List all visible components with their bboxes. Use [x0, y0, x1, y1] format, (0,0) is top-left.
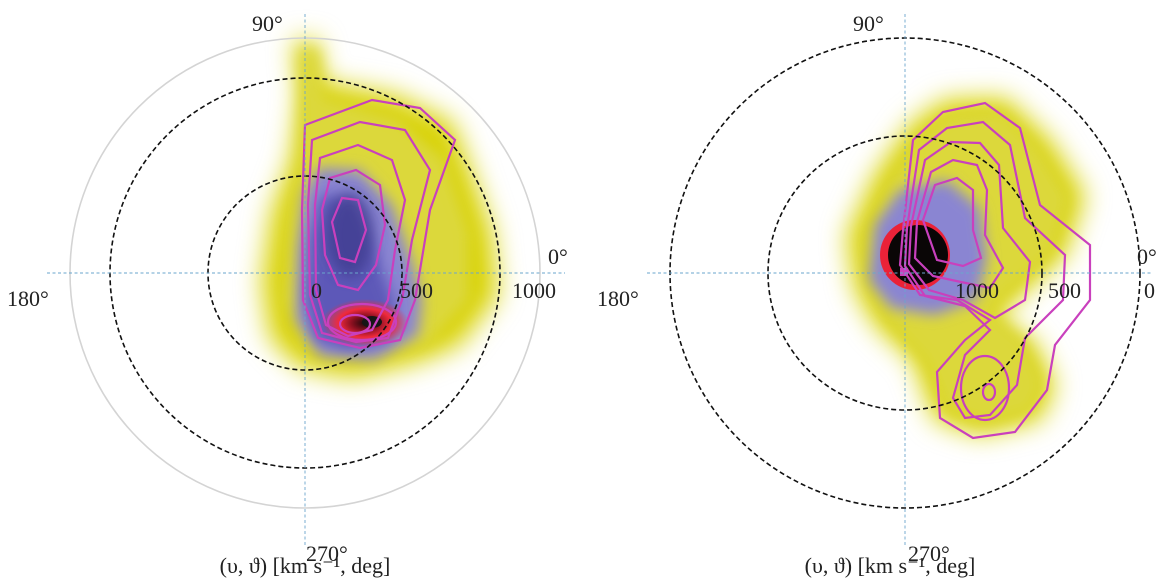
density-map [847, 98, 1085, 435]
contour-lines [300, 98, 457, 350]
contour-secondary-outer [959, 354, 1011, 422]
radial-tick-0: 0 [311, 278, 322, 303]
density-upper-lobe [326, 193, 374, 277]
radial-tick-1000: 1000 [955, 278, 999, 303]
contour-secondary-inner [981, 382, 997, 402]
radial-tick-1000: 1000 [512, 278, 556, 303]
radial-tick-0: 0 [1144, 278, 1155, 303]
polar-plot-left-canvas: 90° 0° 180° 270° 0 500 1000 (υ, ϑ) [km s… [7, 11, 568, 578]
contour-peak-outer [326, 302, 398, 342]
polar-plot-right: 90° 0° 180° 270° 1000 500 0 (υ, ϑ) [km s… [585, 0, 1170, 580]
contour-level-5 [330, 196, 368, 264]
angle-label-90: 90° [853, 11, 884, 36]
angle-label-180: 180° [7, 286, 49, 311]
angle-label-270: 270° [908, 541, 950, 566]
x-axis-label: (υ, ϑ) [km s⁻¹, deg] [805, 553, 976, 578]
contour-level-1 [300, 98, 457, 350]
contour-level-3 [313, 143, 407, 338]
radial-tick-500: 500 [1048, 278, 1081, 303]
reference-circle-inner [767, 135, 1043, 411]
contour-level-2 [306, 120, 432, 344]
radial-tick-500: 500 [400, 278, 433, 303]
angle-label-0: 0° [548, 244, 568, 269]
angle-label-90: 90° [252, 11, 283, 36]
polar-plot-left: 90° 0° 180° 270° 0 500 1000 (υ, ϑ) [km s… [7, 11, 568, 578]
contour-level-1 [898, 101, 1092, 440]
angle-label-0: 0° [1137, 244, 1157, 269]
x-axis-label: (υ, ϑ) [km s⁻¹, deg] [220, 553, 391, 578]
angle-label-270: 270° [306, 541, 348, 566]
contour-level-3 [907, 140, 1032, 320]
density-map [262, 40, 498, 378]
contour-peak-inner [338, 313, 372, 335]
contour-level-4 [320, 168, 387, 292]
contour-level-2 [903, 120, 1067, 420]
angle-label-180: 180° [597, 286, 639, 311]
contour-level-5 [921, 176, 983, 268]
polar-plot-right-canvas: 90° 0° 180° 270° 1000 500 0 (υ, ϑ) [km s… [597, 11, 1157, 578]
